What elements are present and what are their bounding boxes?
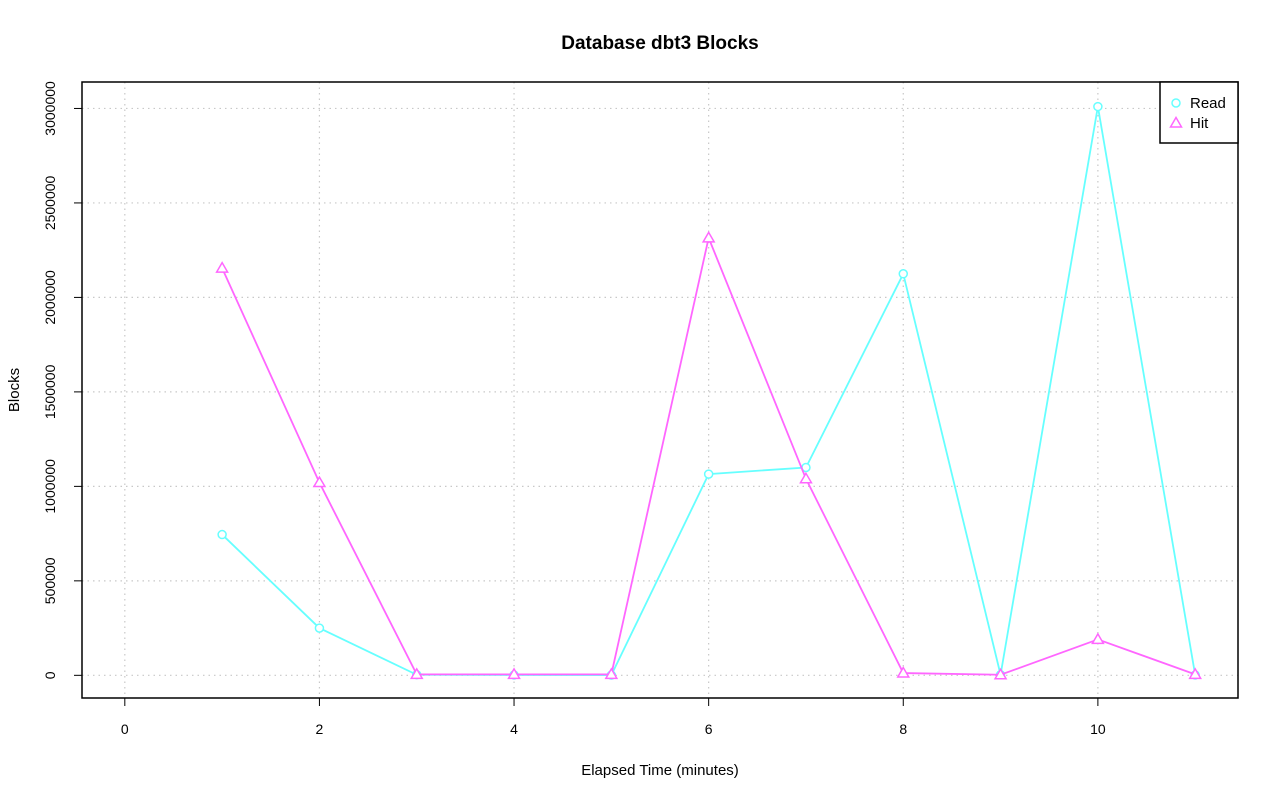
series-layer <box>215 101 1202 680</box>
legend-marker-hit <box>1169 116 1183 128</box>
plot-frame <box>81 81 1239 699</box>
data-point-hit <box>312 475 327 488</box>
y-axis-label: Blocks <box>6 368 23 412</box>
data-point-hit <box>896 666 911 678</box>
legend-marker-read <box>1171 98 1181 108</box>
series-hit <box>215 230 1202 680</box>
x-tick-label: 0 <box>121 721 129 737</box>
data-point-hit <box>215 261 229 273</box>
data-point-read <box>703 469 714 479</box>
x-tick-label: 8 <box>899 721 907 737</box>
x-axis: 0 2 4 6 8 10 <box>121 698 1106 737</box>
legend: Read Hit <box>1159 81 1239 144</box>
y-tick-label: 1000000 <box>42 459 58 514</box>
x-axis-label: Elapsed Time (minutes) <box>581 762 739 779</box>
data-point-read <box>217 529 227 540</box>
data-point-hit <box>1091 632 1105 645</box>
data-point-read <box>898 269 909 279</box>
legend-box <box>1159 81 1239 144</box>
data-point-read <box>1093 101 1103 112</box>
data-point-read <box>314 623 325 633</box>
data-point-hit <box>604 667 619 680</box>
data-point-hit <box>1188 667 1202 680</box>
data-point-hit <box>409 667 424 680</box>
x-tick-label: 4 <box>510 721 518 737</box>
y-tick-label: 3000000 <box>42 81 58 136</box>
data-point-hit <box>799 471 813 484</box>
y-tick-label: 500000 <box>42 557 58 604</box>
data-point-hit <box>701 230 716 243</box>
y-tick-label: 1500000 <box>42 364 58 419</box>
chart-title: Database dbt3 Blocks <box>561 33 758 54</box>
legend-label-hit: Hit <box>1190 115 1209 132</box>
y-axis: 0 500000 1000000 1500000 2000000 2500000 30000… <box>42 81 82 679</box>
y-tick-label: 2000000 <box>42 270 58 325</box>
x-tick-label: 2 <box>316 721 324 737</box>
legend-label-read: Read <box>1190 95 1226 112</box>
y-tick-label: 0 <box>42 671 58 679</box>
grid <box>82 82 1238 698</box>
data-point-hit <box>507 667 521 680</box>
x-tick-label: 6 <box>705 721 713 737</box>
y-tick-label: 2500000 <box>42 175 58 230</box>
x-tick-label: 10 <box>1090 721 1106 737</box>
data-point-hit <box>993 667 1008 680</box>
